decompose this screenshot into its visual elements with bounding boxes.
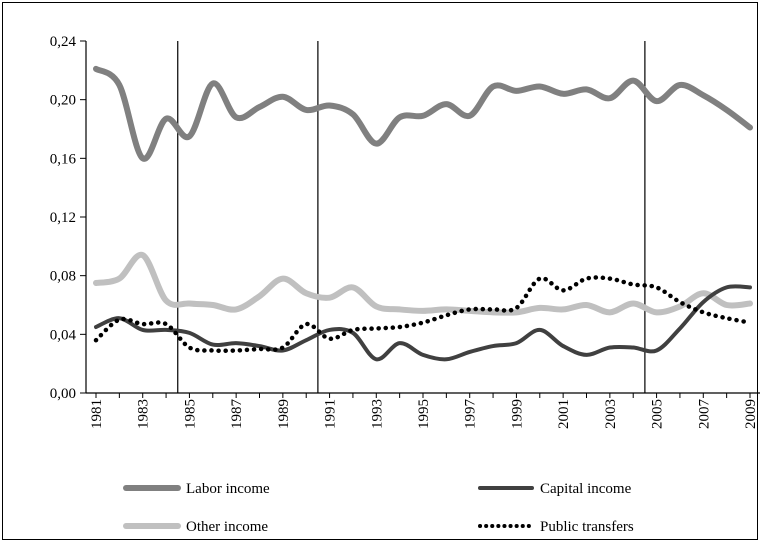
x-tick-label: 2007 bbox=[696, 399, 712, 430]
x-tick-label: 2005 bbox=[650, 399, 666, 429]
x-tick-label: 1985 bbox=[182, 399, 198, 429]
x-tick-label: 1987 bbox=[229, 399, 245, 430]
x-tick-label: 1983 bbox=[136, 399, 152, 429]
y-tick-label: 0,00 bbox=[50, 386, 76, 402]
x-tick-label: 1981 bbox=[89, 399, 105, 429]
legend: Labor income Capital income Other income Pu… bbox=[123, 481, 634, 535]
legend-label-labor-income: Labor income bbox=[186, 481, 270, 497]
y-tick-label: 0,24 bbox=[50, 34, 77, 50]
y-tick-label: 0,16 bbox=[50, 151, 77, 167]
x-tick-label: 2003 bbox=[603, 399, 619, 429]
legend-label-public-transfers: Public transfers bbox=[540, 519, 634, 535]
y-tick-label: 0,08 bbox=[50, 269, 76, 285]
series-line-capital-income bbox=[94, 284, 752, 362]
x-tick-label: 1999 bbox=[509, 399, 525, 429]
y-tick-label: 0,12 bbox=[50, 210, 76, 226]
series-line-labor-income bbox=[93, 65, 753, 162]
x-tick-label: 1997 bbox=[463, 399, 479, 430]
axes bbox=[85, 41, 760, 394]
x-axis-ticks: 1981 1983 1985 1987 1989 1991 1993 1995 1997 1999… bbox=[89, 393, 759, 429]
x-tick-label: 1995 bbox=[416, 399, 432, 429]
x-tick-label: 2001 bbox=[556, 399, 572, 429]
legend-label-other-income: Other income bbox=[186, 519, 268, 535]
x-tick-label: 2009 bbox=[743, 399, 759, 429]
series-layer bbox=[93, 65, 753, 362]
y-axis-ticks: 0,00 0,04 0,08 0,12 0,16 0,20 0,24 bbox=[50, 34, 86, 402]
series-line-public-transfers bbox=[93, 275, 753, 353]
x-tick-label: 1993 bbox=[369, 399, 385, 429]
x-tick-label: 1989 bbox=[276, 399, 292, 429]
x-tick-label: 1991 bbox=[323, 399, 339, 429]
y-tick-label: 0,04 bbox=[50, 327, 77, 343]
series-line-other-income bbox=[93, 251, 753, 316]
legend-label-capital-income: Capital income bbox=[540, 481, 632, 497]
y-tick-label: 0,20 bbox=[50, 93, 76, 109]
